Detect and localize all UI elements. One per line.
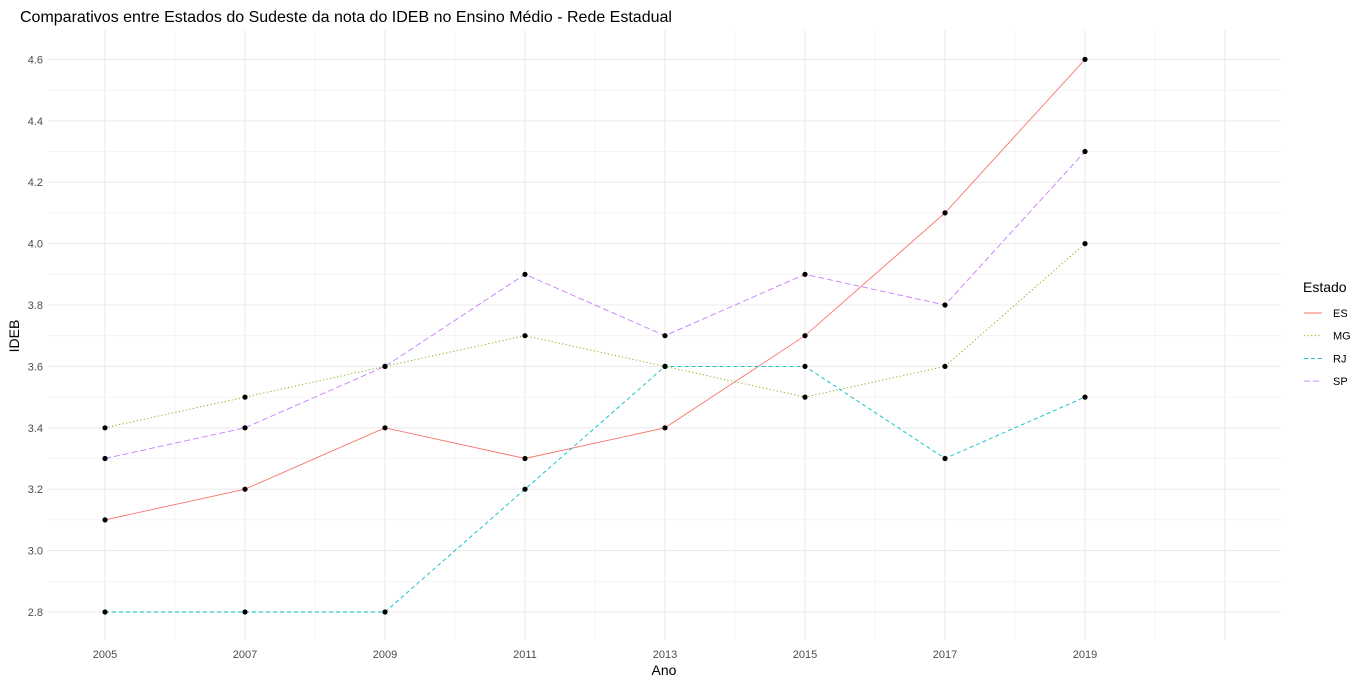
y-axis-title: IDEB [6, 320, 22, 353]
x-tick-label: 2009 [373, 649, 397, 661]
legend-label-sp: SP [1333, 376, 1348, 388]
y-tick-label: 4.0 [28, 239, 43, 251]
legend-title: Estado [1303, 279, 1347, 295]
data-point-rj [102, 609, 108, 615]
data-point-es [242, 486, 248, 492]
data-point-sp [802, 271, 808, 277]
x-tick-label: 2013 [653, 649, 677, 661]
x-tick-label: 2007 [233, 649, 257, 661]
data-point-sp [242, 425, 248, 431]
x-axis-title: Ano [652, 662, 677, 678]
data-point-mg [522, 333, 528, 339]
series-line-rj [105, 365, 1086, 613]
y-tick-label: 2.8 [28, 607, 43, 619]
data-point-rj [662, 363, 668, 369]
y-tick-label: 3.6 [28, 361, 43, 373]
data-point-mg [942, 363, 948, 369]
data-point-rj [802, 363, 808, 369]
x-tick-label: 2005 [93, 649, 117, 661]
y-tick-label: 4.2 [28, 177, 43, 189]
legend-label-rj: RJ [1333, 353, 1346, 365]
x-tick-label: 2019 [1073, 649, 1097, 661]
series-lines [104, 59, 1086, 613]
data-point-es [522, 455, 528, 462]
series-line-mg [104, 243, 1086, 429]
data-point-es [802, 333, 808, 339]
y-tick-label: 4.6 [28, 54, 43, 66]
y-tick-label: 3.8 [28, 300, 43, 312]
y-tick-label: 3.4 [28, 423, 43, 435]
data-point-mg [102, 425, 108, 431]
data-points [102, 56, 1088, 615]
y-tick-label: 3.0 [28, 546, 43, 558]
series-line-sp [104, 151, 1086, 459]
data-point-rj [1082, 394, 1088, 400]
data-point-rj [522, 486, 528, 492]
y-tick-label: 3.2 [28, 484, 43, 496]
data-point-mg [242, 394, 248, 400]
data-point-sp [522, 271, 528, 277]
data-point-rj [942, 455, 948, 462]
data-point-sp [942, 302, 948, 308]
data-point-mg [1082, 241, 1088, 247]
x-tick-label: 2015 [793, 649, 817, 661]
data-point-es [102, 517, 108, 523]
grid [48, 30, 1281, 640]
data-point-es [382, 425, 388, 431]
y-axis-ticks: 2.8 3.0 3.2 3.4 3.6 3.8 4.0 4.2 4.4 4.6 [28, 54, 43, 619]
data-point-mg [802, 394, 808, 400]
data-point-es [1082, 56, 1088, 63]
legend-label-es: ES [1333, 308, 1348, 320]
data-point-rj [382, 609, 388, 615]
data-point-es [942, 210, 948, 216]
chart-title: Comparativos entre Estados do Sudeste da… [20, 9, 672, 26]
y-tick-label: 4.4 [28, 116, 43, 128]
legend: Estado ES MG RJ SP [1303, 279, 1351, 388]
data-point-sp [382, 363, 388, 369]
data-point-sp [1082, 148, 1088, 155]
series-line-es [104, 59, 1086, 521]
data-point-es [662, 425, 668, 431]
data-point-sp [102, 455, 108, 462]
legend-label-mg: MG [1333, 331, 1351, 343]
x-tick-label: 2017 [933, 649, 957, 661]
x-tick-label: 2011 [513, 649, 537, 661]
data-point-sp [662, 333, 668, 339]
x-axis-ticks: 2005 2007 2009 2011 2013 2015 2017 2019 [93, 649, 1097, 661]
data-point-rj [242, 609, 248, 615]
